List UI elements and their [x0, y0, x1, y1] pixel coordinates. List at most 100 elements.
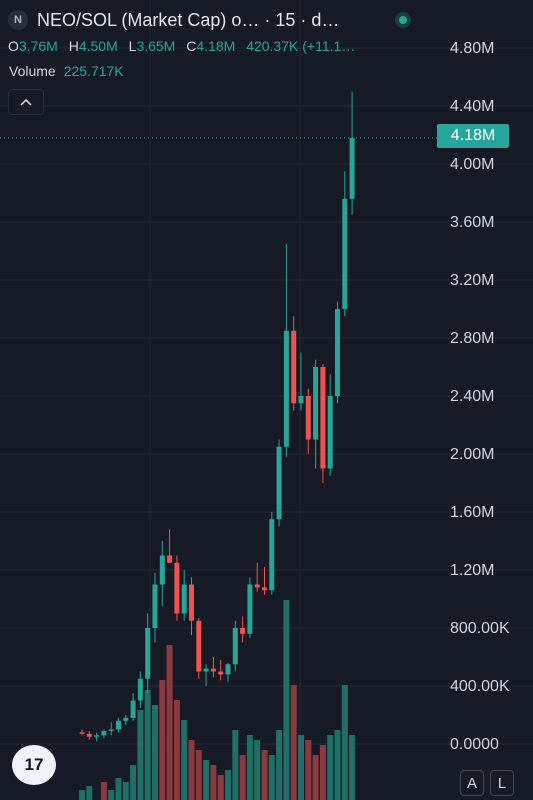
volume-bar	[166, 645, 173, 800]
volume-bar	[115, 778, 122, 800]
volume-bar	[144, 690, 151, 800]
candle-body	[320, 367, 326, 469]
candle-body	[181, 584, 187, 614]
symbol-row[interactable]: N NEO/SOL (Market Cap) o… · 15 · d…	[8, 9, 339, 31]
symbol-icon: N	[8, 10, 28, 30]
candle-body	[94, 735, 100, 737]
collapse-legend-button[interactable]	[8, 89, 44, 115]
volume-bar	[210, 765, 217, 800]
volume-bar	[261, 750, 268, 800]
high-key: H	[68, 38, 79, 54]
y-tick-label: 1.20M	[450, 562, 494, 579]
candle-body	[203, 668, 209, 672]
candle-body	[196, 620, 202, 672]
candle-body	[335, 309, 340, 396]
y-tick-label: 800.00K	[450, 620, 510, 637]
volume-bar	[203, 760, 210, 800]
volume-bar	[232, 730, 239, 800]
volume-bar	[173, 700, 180, 800]
open-key: O	[8, 38, 19, 54]
volume-bar	[100, 782, 107, 800]
volume-bar	[312, 755, 319, 800]
chart-header: N NEO/SOL (Market Cap) o… · 15 · d… O3.7…	[0, 0, 533, 120]
volume-bar	[246, 735, 253, 800]
candle-body	[342, 198, 348, 309]
volume-bar	[225, 770, 231, 800]
low-key: L	[128, 38, 137, 54]
ohlc-legend: O3.76M H4.50M L3.65M C4.18M 420.37K (+11…	[8, 38, 362, 54]
candle-body	[327, 396, 333, 469]
volume-bar	[86, 786, 93, 800]
volume-bar	[79, 790, 85, 800]
volume-bar	[254, 740, 261, 800]
close-key: C	[186, 38, 197, 54]
tradingview-logo[interactable]: 17	[12, 745, 56, 785]
candle-body	[298, 396, 304, 404]
auto-scale-button[interactable]: A	[460, 770, 484, 796]
candle-body	[152, 584, 158, 628]
candle-body	[240, 628, 246, 634]
candle-body	[283, 330, 289, 447]
volume-legend: Volume 225.717K	[9, 63, 124, 79]
volume-label: Volume	[9, 63, 56, 79]
y-tick-label: 4.00M	[450, 156, 494, 173]
chevron-up-icon	[20, 98, 32, 106]
volume-value: 225.717K	[63, 63, 124, 79]
low-value: 3.65M	[136, 38, 176, 54]
volume-bar	[159, 680, 166, 800]
volume-bar	[181, 720, 188, 800]
candle-body	[210, 668, 216, 672]
candle-body	[225, 664, 231, 675]
candle-body	[189, 584, 194, 621]
volume-bar	[137, 710, 144, 800]
candle-body	[159, 555, 165, 585]
candle-body	[313, 367, 319, 440]
volume-bar	[319, 745, 326, 800]
y-tick-label: 2.40M	[450, 388, 494, 405]
candle-body	[108, 729, 114, 731]
candle-body	[247, 584, 253, 634]
candle-body	[276, 446, 282, 520]
candle-body	[123, 717, 129, 721]
y-tick-label: 400.00K	[450, 678, 510, 695]
volume-bar	[327, 735, 334, 800]
candle-body	[305, 396, 311, 440]
y-tick-label: 2.00M	[450, 446, 494, 463]
candle-body	[254, 584, 260, 588]
volume-bar	[334, 730, 341, 800]
candle-body	[174, 562, 180, 614]
open-value: 3.76M	[18, 38, 58, 54]
candle-body	[232, 628, 238, 665]
volume-bar	[217, 775, 224, 800]
candle-body	[137, 678, 143, 701]
symbol-title[interactable]: NEO/SOL (Market Cap) o… · 15 · d…	[37, 9, 340, 30]
change-value: 420.37K (+11.1…	[246, 38, 356, 54]
y-tick-label: 1.60M	[450, 504, 494, 521]
volume-bar	[130, 765, 137, 800]
last-price-label: 4.18M	[437, 124, 509, 148]
candle-body	[145, 628, 151, 679]
y-tick-label: 4.80M	[450, 40, 494, 57]
close-value: 4.18M	[196, 38, 236, 54]
candle-body	[218, 671, 224, 675]
candle-body	[116, 720, 121, 730]
volume-bar	[290, 685, 297, 800]
high-value: 4.50M	[78, 38, 118, 54]
volume-bar	[305, 740, 312, 800]
y-tick-label: 3.20M	[450, 272, 494, 289]
y-tick-label: 0.0000	[450, 736, 499, 753]
volume-bar	[349, 735, 356, 800]
volume-bar	[276, 730, 283, 800]
volume-bar	[188, 740, 195, 800]
candle-body	[262, 587, 267, 591]
log-scale-button[interactable]: L	[490, 770, 514, 796]
y-tick-label: 3.60M	[450, 214, 494, 231]
volume-bar	[122, 782, 129, 800]
volume-bar	[108, 790, 115, 800]
candle-body	[269, 519, 275, 591]
volume-bar	[239, 755, 246, 800]
volume-bar	[341, 685, 348, 800]
volume-bar	[152, 705, 158, 800]
volume-bar	[195, 750, 202, 800]
